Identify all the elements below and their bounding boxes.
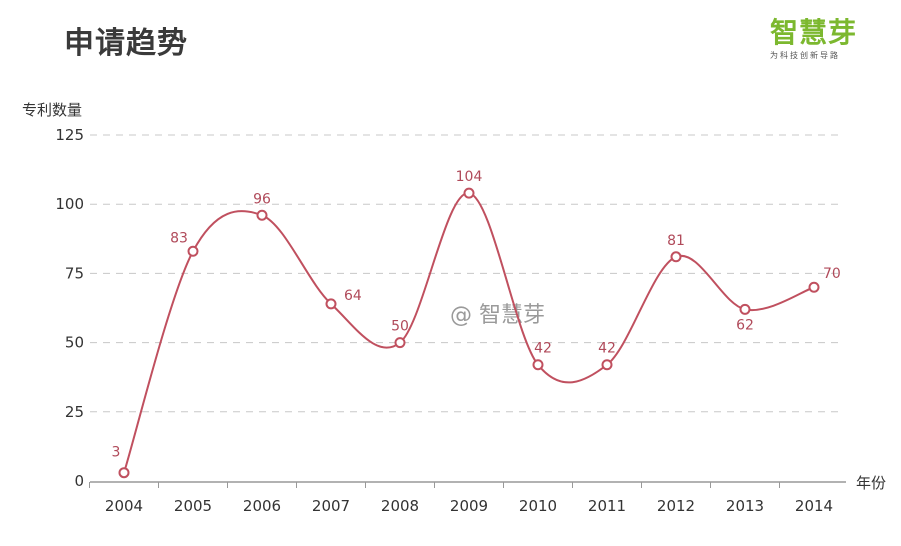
data-label: 42: [534, 341, 552, 357]
data-point: [670, 251, 682, 263]
data-point: [739, 303, 751, 315]
y-tick-label: 75: [65, 264, 84, 282]
x-tick-label: 2004: [105, 497, 143, 515]
logo-name: 智慧芽: [770, 16, 858, 49]
data-label: 3: [112, 445, 121, 461]
data-label: 104: [456, 169, 483, 185]
data-labels: 3 83 96 64 50 104 42 42 81 62 70: [112, 169, 841, 461]
x-tick-label: 2011: [588, 497, 626, 515]
x-tick-label: 2008: [381, 497, 419, 515]
x-tick-label: 2010: [519, 497, 557, 515]
y-tick-label: 50: [65, 334, 84, 352]
x-axis-title: 年份: [856, 474, 886, 492]
grid-lines: [90, 134, 840, 413]
data-label: 81: [667, 233, 685, 249]
data-label: 96: [253, 191, 271, 207]
logo: 智慧芽 为科技创新导路: [770, 16, 880, 61]
data-point: [187, 245, 199, 257]
x-tick-label: 2014: [795, 497, 833, 515]
data-point: [256, 209, 268, 221]
data-point: [118, 467, 130, 479]
y-axis-ticks: 0 25 50 75 100 125: [55, 126, 84, 490]
data-label: 50: [391, 319, 409, 335]
logo-slogan: 为科技创新导路: [770, 51, 840, 60]
y-tick-label: 25: [65, 403, 84, 421]
y-tick-label: 100: [55, 195, 84, 213]
data-points: [118, 187, 820, 479]
data-point: [463, 187, 475, 199]
data-label: 83: [170, 230, 188, 246]
chart-title: 申请趋势: [64, 26, 188, 61]
data-label: 64: [344, 288, 362, 304]
series-line: [123, 192, 815, 473]
y-tick-label: 0: [74, 472, 84, 490]
y-axis-title: 专利数量: [22, 101, 82, 119]
data-point: [808, 281, 820, 293]
data-point: [532, 359, 544, 371]
x-axis-ticks: 2004 2005 2006 2007 2008 2009 2010 2011 2012 2013…: [89, 482, 833, 515]
data-label: 42: [598, 341, 616, 357]
data-point: [394, 337, 406, 349]
x-tick-label: 2007: [312, 497, 350, 515]
data-point: [601, 359, 613, 371]
data-label: 62: [736, 317, 754, 333]
watermark: @ 智慧芽: [450, 303, 545, 328]
y-tick-label: 125: [55, 126, 84, 144]
data-point: [325, 298, 337, 310]
x-tick-label: 2012: [657, 497, 695, 515]
x-tick-label: 2009: [450, 497, 488, 515]
x-tick-label: 2006: [243, 497, 281, 515]
data-label: 70: [823, 266, 841, 282]
x-tick-label: 2005: [174, 497, 212, 515]
x-tick-label: 2013: [726, 497, 764, 515]
series-line-group: [123, 192, 815, 473]
